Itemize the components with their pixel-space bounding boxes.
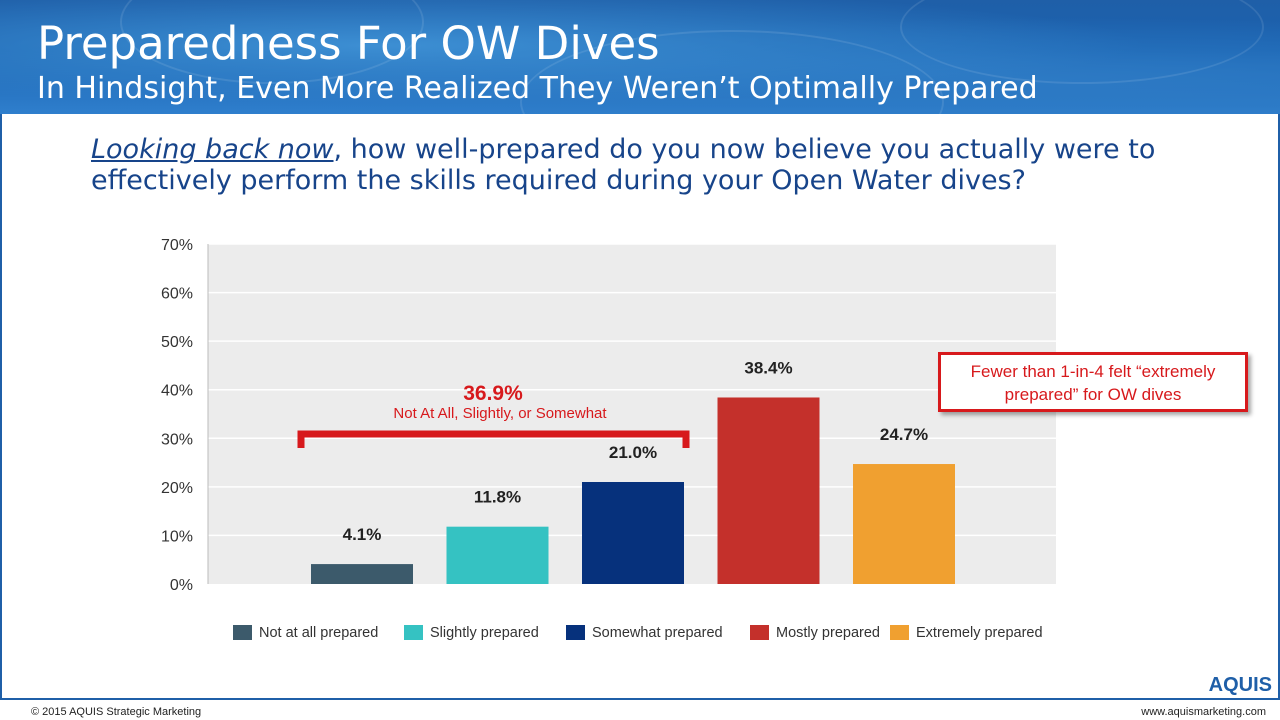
bracket-value: 36.9% [463, 382, 523, 405]
y-tick-label: 30% [161, 431, 193, 448]
data-label: 4.1% [343, 525, 382, 544]
bracket-label: Not At All, Slightly, or Somewhat [393, 405, 607, 422]
legend-swatch [233, 625, 252, 640]
copyright-text: © 2015 AQUIS Strategic Marketing [31, 706, 202, 718]
legend-label: Mostly prepared [776, 625, 880, 641]
legend-label: Slightly prepared [430, 625, 539, 641]
y-tick-label: 0% [170, 577, 193, 594]
page-title: Preparedness For OW Dives [37, 17, 660, 70]
bracket: 36.9% Not At All, Slightly, or Somewhat [297, 382, 690, 448]
legend-item: Slightly prepared [404, 625, 539, 641]
bracket-line [297, 430, 690, 448]
survey-question: Looking back now, how well-prepared do y… [91, 134, 1211, 196]
legend-item: Not at all prepared [233, 625, 378, 641]
slide-frame [0, 114, 1280, 700]
legend-item: Extremely prepared [890, 625, 1043, 641]
bar-2 [446, 526, 549, 584]
bar-1 [311, 564, 413, 584]
y-tick-label: 40% [161, 383, 193, 400]
legend-swatch [890, 625, 909, 640]
legend-item: Somewhat prepared [566, 625, 723, 641]
data-label: 38.4% [744, 358, 792, 377]
question-text: , how well-prepared do you now believe y… [91, 134, 1156, 196]
data-label: 11.8% [474, 488, 521, 507]
y-tick-label: 60% [161, 286, 193, 303]
callout-box: Fewer than 1-in-4 felt “extremely prepar… [938, 352, 1248, 412]
callout-line-1: Fewer than 1-in-4 felt “extremely [970, 362, 1216, 381]
y-tick-label: 20% [161, 480, 193, 497]
page-subtitle: In Hindsight, Even More Realized They We… [37, 71, 1038, 106]
bar-5 [853, 464, 955, 584]
y-tick-label: 10% [161, 528, 193, 545]
legend-swatch [566, 625, 585, 640]
legend-swatch [750, 625, 769, 640]
data-label: 24.7% [880, 425, 928, 444]
bar-4 [717, 397, 820, 584]
legend-label: Somewhat prepared [592, 625, 723, 641]
bar-3 [582, 482, 684, 584]
aquis-logo: AQUIS [1208, 674, 1272, 696]
y-tick-label: 50% [161, 334, 193, 351]
y-tick-label: 70% [161, 237, 193, 254]
question-emphasis: Looking back now [91, 134, 334, 165]
legend-label: Extremely prepared [916, 625, 1043, 641]
legend-item: Mostly prepared [750, 625, 880, 641]
website-text: www.aquismarketing.com [1141, 706, 1266, 718]
callout-line-2: prepared” for OW dives [1004, 385, 1182, 404]
header-banner: Preparedness For OW Dives In Hindsight, … [0, 0, 1280, 114]
legend-swatch [404, 625, 423, 640]
legend-label: Not at all prepared [259, 625, 378, 641]
data-label: 21.0% [609, 443, 657, 462]
